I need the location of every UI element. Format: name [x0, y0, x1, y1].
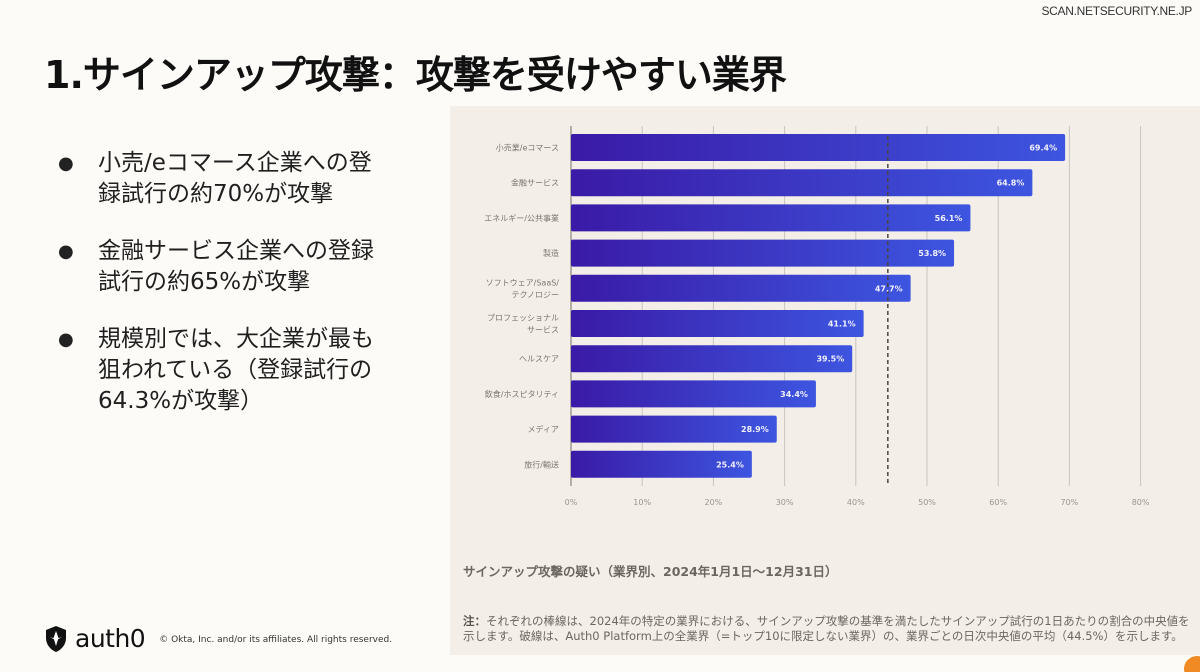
bar	[571, 239, 955, 267]
x-tick-label: 80%	[1132, 498, 1150, 507]
chart-note-text: それぞれの棒線は、2024年の特定の業界における、サインアップ攻撃の基準を満たし…	[463, 614, 1190, 643]
bullet-item: ● 規模別では、大企業が最も狙われている（登録試行の64.3%が攻撃）	[58, 324, 418, 417]
bullet-dot-icon: ●	[58, 241, 74, 262]
slide-title: 1.サインアップ攻撃：攻撃を受けやすい業界	[44, 53, 787, 97]
footer: auth0 © Okta, Inc. and/or its affiliates…	[44, 624, 392, 653]
watermark: SCAN.NETSECURITY.NE.JP	[1041, 4, 1192, 18]
x-tick-label: 60%	[989, 498, 1007, 507]
bullet-item: ● 小売/eコマース企業への登録試行の約70%が攻撃	[58, 148, 418, 210]
bullet-dot-icon: ●	[58, 329, 74, 350]
category-label: 製造	[543, 248, 559, 258]
orange-accent-shape	[1184, 656, 1200, 672]
category-label: メディア	[528, 424, 559, 434]
bar	[571, 204, 971, 232]
labels: 0% 10% 20% 30% 40% 50% 60% 70% 80% 69.4% 小売業/eコマース…	[484, 143, 1150, 508]
category-label: ソフトウェア/SaaS/	[486, 278, 560, 287]
category-label: 旅行/輸送	[524, 459, 559, 469]
bar	[571, 380, 816, 408]
chart-panel: 0% 10% 20% 30% 40% 50% 60% 70% 80% 69.4% 小売業/eコマース…	[450, 106, 1200, 655]
bar	[571, 134, 1066, 161]
category-label: エネルギー/公共事業	[484, 213, 559, 223]
chart-note-prefix: 注：	[463, 614, 486, 628]
x-tick-label: 70%	[1061, 498, 1079, 507]
x-tick-label: 30%	[776, 498, 794, 507]
auth0-shield-icon	[46, 625, 66, 652]
category-label: ヘルスケア	[519, 355, 559, 364]
category-label: 小売業/eコマース	[496, 143, 559, 153]
x-tick-label: 50%	[918, 498, 936, 507]
bar-value-label: 64.8%	[997, 179, 1025, 188]
bar-value-label: 28.9%	[741, 425, 769, 434]
bullet-dot-icon: ●	[58, 153, 74, 174]
bar	[571, 169, 1033, 197]
bar-value-label: 69.4%	[1029, 144, 1057, 153]
bar-chart: 0% 10% 20% 30% 40% 50% 60% 70% 80% 69.4% 小売業/eコマース…	[484, 126, 1150, 508]
bar-value-label: 41.1%	[828, 320, 856, 329]
auth0-logo-text: auth0	[75, 624, 146, 653]
bar-value-label: 53.8%	[918, 249, 946, 258]
category-label: サービス	[527, 326, 559, 335]
bar	[571, 310, 864, 337]
bar-value-label: 47.7%	[875, 284, 903, 293]
bar-value-label: 25.4%	[716, 460, 744, 469]
bullet-text: 小売/eコマース企業への登録試行の約70%が攻撃	[98, 150, 372, 207]
chart-caption: サインアップ攻撃の疑い（業界別、2024年1月1日〜12月31日）	[463, 564, 838, 579]
category-label: 金融サービス	[511, 178, 559, 188]
bar	[571, 450, 752, 478]
bullet-text: 金融サービス企業への登録試行の約65%が攻撃	[98, 238, 374, 295]
bullet-list: ● 小売/eコマース企業への登録試行の約70%が攻撃 ● 金融サービス企業への登…	[58, 148, 418, 443]
bullet-item: ● 金融サービス企業への登録試行の約65%が攻撃	[58, 236, 418, 298]
bar-value-label: 56.1%	[935, 214, 963, 223]
x-tick-label: 20%	[705, 498, 723, 507]
x-tick-label: 40%	[847, 498, 865, 507]
bar	[571, 274, 911, 302]
bar-value-label: 39.5%	[816, 355, 844, 364]
copyright: © Okta, Inc. and/or its affiliates. All …	[159, 635, 393, 645]
bar	[571, 415, 777, 443]
bullet-text: 規模別では、大企業が最も狙われている（登録試行の64.3%が攻撃）	[98, 326, 374, 414]
x-tick-label: 0%	[565, 498, 578, 507]
category-label: プロフェッショナル	[487, 314, 559, 323]
chart-note: 注：それぞれの棒線は、2024年の特定の業界における、サインアップ攻撃の基準を満…	[463, 614, 1198, 644]
x-tick-label: 10%	[633, 498, 651, 507]
bars	[571, 134, 1066, 478]
bar	[571, 345, 853, 373]
category-label: 飲食/ホスピタリティ	[485, 389, 559, 399]
bar-value-label: 34.4%	[780, 390, 808, 399]
category-label: テクノロジー	[511, 290, 559, 299]
